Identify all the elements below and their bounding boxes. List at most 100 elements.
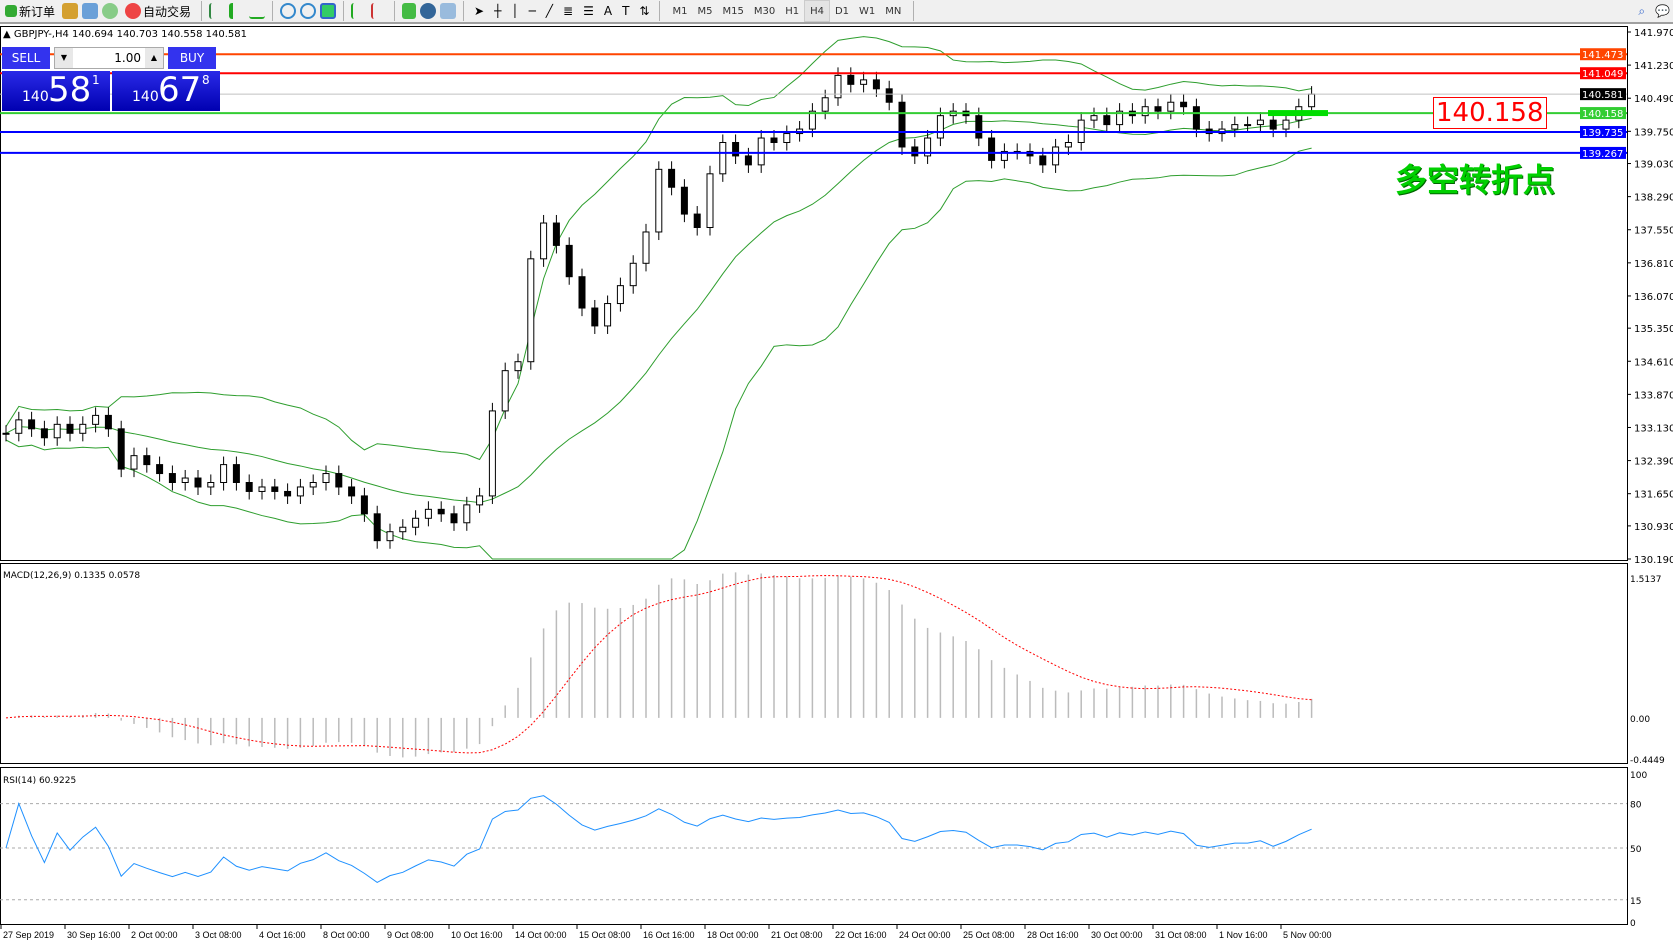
- arrows-icon[interactable]: ⇅: [639, 4, 650, 18]
- level-label: 141.049: [1582, 69, 1623, 80]
- chart-shift-icon[interactable]: [371, 3, 387, 19]
- cursor-icon[interactable]: ➤: [474, 4, 485, 18]
- tile-icon[interactable]: [320, 3, 337, 19]
- level-label: 141.473: [1582, 50, 1623, 61]
- price-tick-label: 133.870: [1634, 390, 1673, 401]
- lot-size-field[interactable]: ▼ 1.00 ▲: [54, 47, 164, 69]
- candle-body: [143, 455, 151, 466]
- zoom-in-icon[interactable]: [280, 3, 297, 19]
- time-label: 4 Oct 16:00: [259, 930, 306, 940]
- channel-icon[interactable]: ☰: [583, 4, 594, 18]
- candle-body: [911, 146, 919, 157]
- text-label-icon[interactable]: T: [622, 4, 630, 18]
- separator: [272, 1, 274, 21]
- candle-body: [642, 231, 650, 264]
- reversal-point-label[interactable]: 多空转折点: [1395, 161, 1556, 199]
- crosshair-icon[interactable]: ┼: [494, 4, 502, 18]
- candle-body: [757, 137, 765, 166]
- new-order-button[interactable]: 新订单: [2, 0, 58, 22]
- separator: [201, 1, 203, 21]
- rsi-tick-label: 0: [1630, 919, 1636, 929]
- candle-body: [1192, 106, 1200, 130]
- bollinger-middle: [5, 117, 1312, 504]
- autoscroll-icon[interactable]: [351, 3, 367, 19]
- chat-icon[interactable]: 💬: [1655, 4, 1670, 18]
- timeframe-m5[interactable]: M5: [697, 5, 713, 17]
- candle-body: [770, 137, 778, 143]
- auto-trading-label: 自动交易: [143, 4, 192, 19]
- auto-trading-button[interactable]: 自动交易: [122, 0, 194, 22]
- lot-increase-button[interactable]: ▲: [145, 48, 163, 68]
- vertical-line-icon[interactable]: │: [511, 4, 519, 18]
- timeframe-bar: M1 M5 M15 M30 H1 H4 D1 W1 MN: [667, 0, 906, 22]
- lot-decrease-button[interactable]: ▼: [55, 48, 73, 68]
- price-tick-label: 139.030: [1634, 160, 1673, 171]
- sell-price-button[interactable]: 140 58 1: [2, 70, 110, 111]
- bollinger-upper: [5, 36, 1312, 461]
- navigator-icon[interactable]: [82, 3, 99, 19]
- search-icon[interactable]: ⌕: [1638, 3, 1646, 18]
- candle-body: [629, 262, 637, 287]
- chart-area[interactable]: 141.970 141.230 140.490 139.750 139.030 138.2…: [0, 26, 1673, 948]
- candle-body: [1141, 106, 1149, 117]
- rsi-tick-label: 100: [1630, 771, 1647, 781]
- time-label: 21 Oct 08:00: [771, 930, 823, 940]
- timeframe-h1[interactable]: H1: [785, 5, 800, 17]
- candle-body: [872, 79, 880, 90]
- line-chart-icon[interactable]: [249, 3, 266, 19]
- history-icon[interactable]: [62, 3, 79, 19]
- bar-chart-icon[interactable]: [209, 3, 225, 19]
- candle-body: [578, 276, 586, 309]
- periods-icon[interactable]: [420, 3, 437, 19]
- timeframe-m1[interactable]: M1: [672, 5, 688, 17]
- timeframe-w1[interactable]: W1: [859, 5, 876, 17]
- price-annotation[interactable]: 140.158: [1433, 97, 1547, 129]
- candle-body: [245, 482, 253, 492]
- candlestick-icon[interactable]: [229, 3, 245, 19]
- fibonacci-icon[interactable]: ≣: [563, 4, 574, 18]
- time-label: 30 Sep 16:00: [67, 930, 121, 940]
- buy-price-button[interactable]: 140 67 8: [112, 70, 220, 111]
- level-label: 140.158: [1582, 109, 1623, 120]
- candle-body: [1116, 110, 1124, 126]
- indicators-icon[interactable]: [402, 3, 417, 19]
- candle-body: [898, 101, 906, 148]
- trendline-icon[interactable]: ╱: [545, 4, 554, 18]
- candle-body: [79, 423, 87, 434]
- candle-body: [2, 432, 10, 435]
- price-tick-label: 135.350: [1634, 324, 1673, 335]
- rsi-panel-frame: [0, 767, 1628, 925]
- candle-body: [860, 79, 868, 85]
- price-tick-label: 141.970: [1634, 28, 1673, 39]
- timeframe-mn[interactable]: MN: [885, 5, 902, 17]
- timeframe-m15[interactable]: M15: [722, 5, 744, 17]
- candle-body: [847, 74, 855, 85]
- price-tick-label: 130.930: [1634, 522, 1673, 533]
- candle-body: [360, 495, 368, 515]
- lot-value[interactable]: 1.00: [114, 51, 141, 65]
- timeframe-d1[interactable]: D1: [834, 5, 850, 17]
- time-label: 18 Oct 00:00: [707, 930, 759, 940]
- candle-body: [28, 419, 36, 430]
- buy-button[interactable]: BUY: [168, 47, 216, 69]
- templates-icon[interactable]: [440, 3, 457, 19]
- candle-body: [1180, 101, 1188, 108]
- horizontal-line-icon[interactable]: ─: [528, 4, 536, 18]
- zoom-out-icon[interactable]: [300, 3, 317, 19]
- candle-body: [988, 137, 996, 161]
- signals-icon[interactable]: [102, 3, 119, 19]
- bollinger-lower: [5, 147, 1312, 560]
- candle-body: [732, 142, 740, 157]
- candle-body: [181, 477, 189, 483]
- candle-body: [1000, 150, 1008, 161]
- candle-body: [1154, 106, 1162, 112]
- candle-body: [463, 504, 471, 524]
- timeframe-h4[interactable]: H4: [804, 0, 830, 22]
- time-label: 9 Oct 08:00: [387, 930, 434, 940]
- sell-button[interactable]: SELL: [2, 47, 50, 69]
- timeframe-m30[interactable]: M30: [753, 5, 776, 17]
- text-icon[interactable]: A: [603, 4, 613, 18]
- time-label: 31 Oct 08:00: [1155, 930, 1207, 940]
- candle-body: [501, 370, 509, 412]
- candle-body: [117, 428, 125, 470]
